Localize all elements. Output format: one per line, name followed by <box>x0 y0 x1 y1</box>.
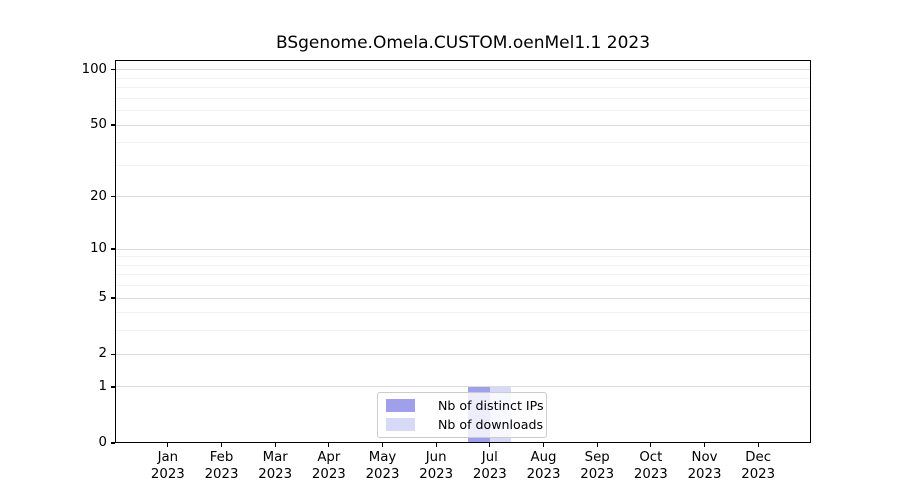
x-tick <box>274 443 276 447</box>
x-tick-label: May 2023 <box>365 450 400 482</box>
x-tick-label: Mar 2023 <box>258 450 293 482</box>
gridline-minor <box>115 330 811 332</box>
y-tick <box>111 248 115 250</box>
x-tick-label: Nov 2023 <box>687 450 722 482</box>
y-tick-label: 5 <box>98 290 107 306</box>
gridline-minor <box>115 274 811 276</box>
x-tick <box>703 443 706 447</box>
y-tick <box>111 124 115 126</box>
gridline-minor <box>115 142 811 144</box>
x-tick <box>650 443 652 447</box>
y-tick-label: 2 <box>98 346 107 362</box>
x-tick <box>381 443 384 447</box>
x-tick <box>167 443 169 447</box>
y-tick <box>111 442 115 444</box>
chart-title: BSgenome.Omela.CUSTOM.oenMel1.1 2023 <box>275 33 651 53</box>
x-tick-label: Oct 2023 <box>633 450 668 482</box>
y-tick <box>111 297 115 299</box>
x-tick-label: Aug 2023 <box>526 450 561 482</box>
y-tick <box>111 353 115 355</box>
gridline-major <box>115 297 811 299</box>
x-tick-label: Jun 2023 <box>419 450 454 482</box>
gridline-minor <box>115 285 811 287</box>
legend-item-downloads: Nb of downloads <box>378 417 546 432</box>
y-tick-label: 20 <box>90 188 107 204</box>
y-tick-label: 100 <box>81 61 107 77</box>
gridline-major <box>115 353 811 355</box>
gridline-minor <box>115 97 811 99</box>
gridline-major <box>115 386 811 388</box>
x-tick-label: Feb 2023 <box>204 450 239 482</box>
y-tick-label: 50 <box>90 117 107 133</box>
x-tick <box>328 443 330 447</box>
gridline-minor <box>115 312 811 314</box>
gridline-major <box>115 196 811 198</box>
y-tick <box>111 386 115 388</box>
x-tick-label: Dec 2023 <box>741 450 776 482</box>
gridline-minor <box>115 87 811 89</box>
y-tick-label: 10 <box>90 241 107 257</box>
y-tick-label: 0 <box>98 435 107 450</box>
gridline-minor <box>115 164 811 166</box>
legend-swatch-distinct-ips-icon <box>386 398 415 412</box>
gridline-minor <box>115 77 811 79</box>
legend-label-downloads: Nb of downloads <box>438 417 544 433</box>
x-tick-label: Sep 2023 <box>580 450 615 482</box>
gridline-major <box>115 124 811 126</box>
x-tick-label: Apr 2023 <box>311 450 346 482</box>
legend-swatch-downloads-icon <box>386 418 415 432</box>
gridline-minor <box>115 110 811 112</box>
y-tick-label: 1 <box>98 378 107 394</box>
x-tick <box>435 443 437 447</box>
gridline-minor <box>115 264 811 266</box>
y-tick <box>111 196 115 198</box>
x-tick <box>489 443 491 447</box>
x-tick <box>220 443 223 447</box>
gridline-major <box>115 248 811 250</box>
legend-label-distinct-ips: Nb of distinct IPs <box>438 397 544 413</box>
legend: Nb of distinct IPs Nb of downloads <box>377 392 547 438</box>
legend-item-distinct-ips: Nb of distinct IPs <box>378 398 546 413</box>
plot-area <box>115 60 811 443</box>
x-tick <box>757 443 759 447</box>
y-tick <box>111 69 115 71</box>
gridline-minor <box>115 256 811 258</box>
x-tick-label: Jul 2023 <box>472 450 507 482</box>
gridline-major <box>115 69 811 71</box>
x-tick <box>596 443 598 447</box>
x-tick <box>542 443 545 447</box>
x-tick-label: Jan 2023 <box>150 450 185 482</box>
